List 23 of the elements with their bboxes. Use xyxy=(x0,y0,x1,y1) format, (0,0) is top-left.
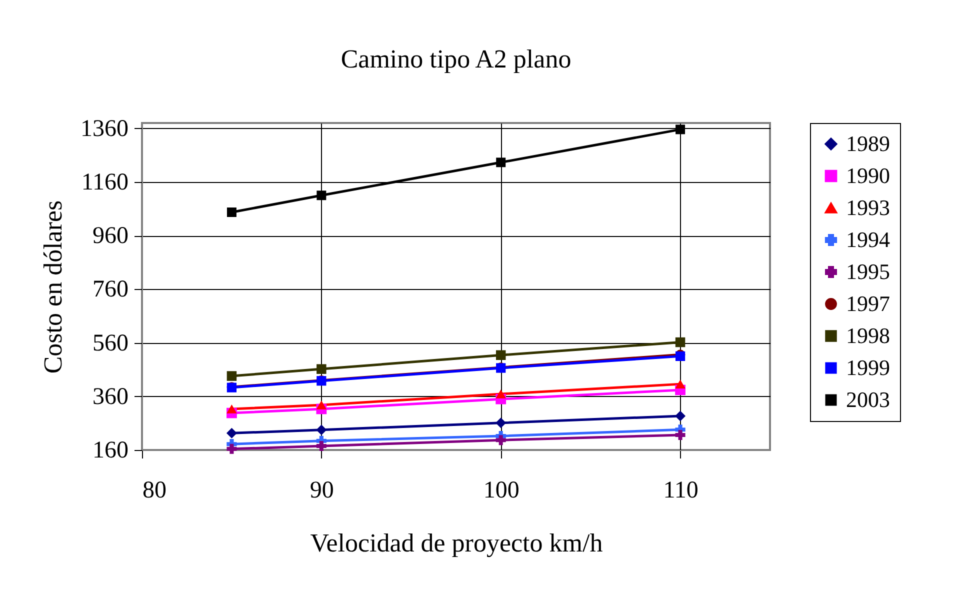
legend-label: 1989 xyxy=(846,131,890,156)
y-axis-title: Costo en dólares xyxy=(38,200,68,374)
y-tick-label: 960 xyxy=(92,223,128,250)
legend-label: 1993 xyxy=(846,195,890,220)
y-tick-label: 160 xyxy=(92,438,128,464)
y-tick-label: 760 xyxy=(92,276,128,303)
legend-label: 2003 xyxy=(846,387,890,412)
x-tick-label: 110 xyxy=(663,478,698,504)
legend-label: 1990 xyxy=(846,163,890,188)
x-tick-label: 80 xyxy=(142,478,166,504)
y-tick-label: 560 xyxy=(92,330,128,356)
legend-label: 1997 xyxy=(846,291,890,316)
x-tick-label: 90 xyxy=(310,478,334,504)
x-axis-title: Velocidad de proyecto km/h xyxy=(310,528,603,558)
y-tick-label: 360 xyxy=(92,384,128,410)
x-tick-label: 100 xyxy=(483,478,520,504)
legend-label: 1999 xyxy=(846,355,890,380)
chart-title: Camino tipo A2 plano xyxy=(340,44,572,74)
y-tick-label: 1360 xyxy=(80,116,128,142)
y-tick-label: 1160 xyxy=(81,169,128,196)
legend-label: 1995 xyxy=(846,259,890,284)
legend-label: 1994 xyxy=(846,227,890,252)
legend-label: 1998 xyxy=(846,323,890,348)
